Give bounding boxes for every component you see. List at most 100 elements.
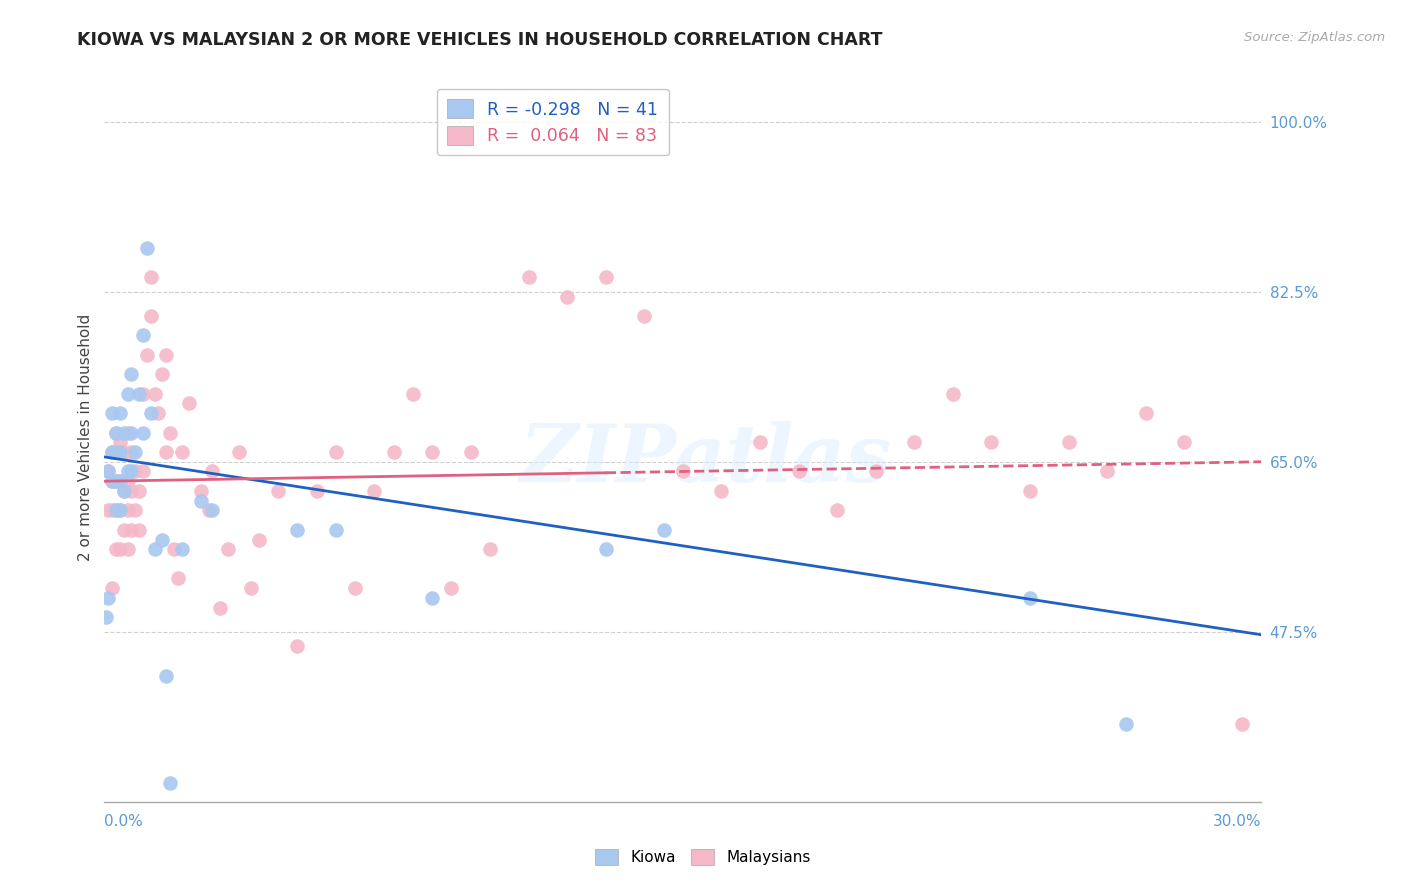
Point (672, 465, 695, 479)
Point (124, 503, 146, 517)
Point (825, 503, 848, 517)
Point (112, 483, 135, 498)
Point (652, 523, 675, 537)
Point (440, 581, 463, 595)
Point (150, 533, 173, 547)
Point (633, 309, 655, 323)
Point (363, 483, 385, 498)
Point (104, 425, 127, 440)
Point (132, 386, 155, 401)
Point (595, 542, 617, 557)
Point (179, 396, 201, 410)
Point (197, 503, 219, 517)
Point (104, 474, 127, 488)
Point (97, 503, 120, 517)
Point (1135, 406, 1157, 420)
Point (1173, 435, 1195, 450)
Point (139, 309, 162, 323)
Point (104, 425, 127, 440)
Point (555, 289, 578, 303)
Point (325, 445, 347, 459)
Point (247, 533, 270, 547)
Point (170, 542, 193, 557)
Point (108, 435, 131, 450)
Point (150, 368, 173, 382)
Point (108, 503, 131, 517)
Point (117, 425, 139, 440)
Point (101, 581, 124, 595)
Text: Source: ZipAtlas.com: Source: ZipAtlas.com (1244, 31, 1385, 45)
Point (132, 465, 155, 479)
Point (120, 368, 142, 382)
Point (190, 483, 212, 498)
Point (101, 406, 124, 420)
Point (139, 406, 162, 420)
Point (112, 483, 135, 498)
Point (104, 503, 127, 517)
Point (135, 348, 157, 362)
Point (124, 465, 146, 479)
Point (1057, 435, 1080, 450)
Point (285, 523, 308, 537)
Point (108, 542, 131, 557)
Point (117, 465, 139, 479)
Point (104, 445, 127, 459)
Point (120, 445, 142, 459)
Point (120, 465, 142, 479)
Point (217, 542, 239, 557)
Point (595, 270, 617, 285)
Point (170, 445, 193, 459)
Point (132, 328, 155, 343)
Point (201, 503, 224, 517)
Point (749, 435, 772, 450)
Point (159, 425, 181, 440)
Point (344, 581, 367, 595)
Point (267, 483, 290, 498)
Point (112, 445, 135, 459)
Point (382, 445, 405, 459)
Point (96, 610, 118, 624)
Point (132, 425, 155, 440)
Point (97, 465, 120, 479)
Point (517, 270, 540, 285)
Point (112, 523, 135, 537)
Point (101, 503, 124, 517)
Point (942, 386, 965, 401)
Y-axis label: 2 or more Vehicles in Household: 2 or more Vehicles in Household (79, 314, 93, 561)
Legend: Kiowa, Malaysians: Kiowa, Malaysians (589, 843, 817, 871)
Point (104, 474, 127, 488)
Point (104, 542, 127, 557)
Point (148, 406, 170, 420)
Point (1230, 717, 1253, 731)
Point (460, 445, 482, 459)
Point (865, 465, 887, 479)
Point (104, 503, 127, 517)
Point (1019, 591, 1042, 605)
Point (112, 425, 135, 440)
Text: KIOWA VS MALAYSIAN 2 OR MORE VEHICLES IN HOUSEHOLD CORRELATION CHART: KIOWA VS MALAYSIAN 2 OR MORE VEHICLES IN… (77, 31, 883, 49)
Point (209, 600, 232, 615)
Point (101, 474, 124, 488)
Legend: R = -0.298   N = 41, R =  0.064   N = 83: R = -0.298 N = 41, R = 0.064 N = 83 (437, 89, 669, 155)
Point (1095, 465, 1118, 479)
Point (155, 348, 177, 362)
Point (117, 503, 139, 517)
Point (108, 406, 131, 420)
Point (420, 591, 443, 605)
Point (120, 483, 142, 498)
Point (143, 542, 166, 557)
Point (143, 386, 166, 401)
Text: 30.0%: 30.0% (1213, 814, 1261, 829)
Point (108, 445, 131, 459)
Point (108, 503, 131, 517)
Point (239, 581, 262, 595)
Point (155, 668, 177, 682)
Point (420, 445, 443, 459)
Point (139, 270, 162, 285)
Point (101, 445, 124, 459)
Point (787, 465, 810, 479)
Point (101, 474, 124, 488)
Point (124, 445, 146, 459)
Point (135, 241, 157, 255)
Point (305, 483, 328, 498)
